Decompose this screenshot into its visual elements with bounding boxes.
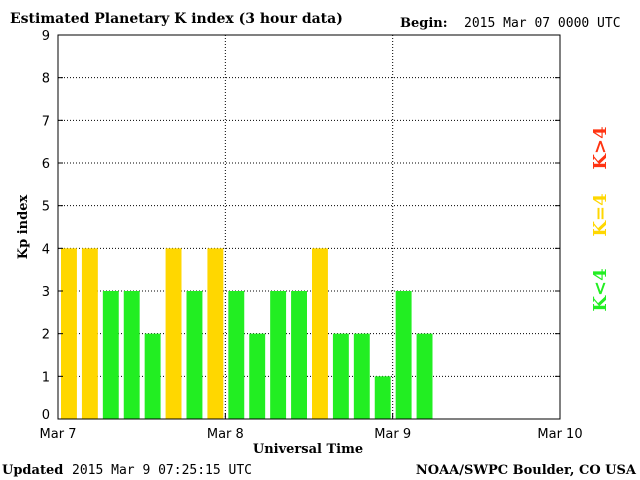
grid <box>58 35 560 419</box>
y-tick-label: 6 <box>42 157 50 172</box>
y-axis: 0 1 2 3 4 5 6 7 8 9 <box>42 29 560 423</box>
begin-value: 2015 Mar 07 0000 UTC <box>464 16 621 31</box>
kp-bar <box>312 248 328 419</box>
kp-bar <box>207 248 224 419</box>
kp-bar <box>353 333 370 419</box>
updated-label: Updated <box>2 463 63 478</box>
plot-frame <box>57 34 561 420</box>
updated-value: 2015 Mar 9 07:25:15 UTC <box>72 463 252 478</box>
y-axis-label: Kp index <box>16 195 31 260</box>
x-axis: Mar 7 Mar 8 Mar 9 Mar 10 <box>40 413 583 442</box>
legend-below-4: K<4 <box>590 268 611 311</box>
y-tick-label: 4 <box>42 242 50 257</box>
y-tick-label: 8 <box>42 72 50 87</box>
kp-bar <box>144 333 161 419</box>
y-tick-label: 7 <box>42 114 50 129</box>
y-tick-label: 1 <box>42 370 50 385</box>
kp-bar <box>249 333 266 419</box>
begin-label: Begin: <box>400 16 448 31</box>
kp-bar <box>123 291 140 419</box>
kp-bar <box>228 291 245 419</box>
kp-bar <box>186 291 203 419</box>
x-tick-label: Mar 10 <box>537 427 582 442</box>
kp-bar <box>102 291 119 419</box>
kp-bar <box>374 376 391 419</box>
legend-above-4: K>4 <box>590 126 611 169</box>
kp-bar <box>81 248 98 419</box>
kp-bar <box>165 248 182 419</box>
kp-bar <box>395 291 412 419</box>
legend-equal-4: K=4 <box>590 193 611 236</box>
bars <box>61 248 433 419</box>
x-tick-label: Mar 9 <box>374 427 411 442</box>
y-tick-label: 5 <box>42 200 50 215</box>
y-tick-label: 2 <box>42 328 50 343</box>
x-tick-label: Mar 7 <box>40 427 77 442</box>
chart-title: Estimated Planetary K index (3 hour data… <box>10 11 343 27</box>
kp-bar <box>270 291 287 419</box>
kp-bar <box>416 333 433 419</box>
credit-text: NOAA/SWPC Boulder, CO USA <box>416 463 637 478</box>
kp-bar <box>291 291 307 419</box>
kp-bar <box>332 333 349 419</box>
x-tick-label: Mar 8 <box>207 427 244 442</box>
kp-bar <box>61 248 77 419</box>
x-axis-label: Universal Time <box>253 442 363 457</box>
y-tick-label: 0 <box>42 408 50 423</box>
y-tick-label: 9 <box>42 29 50 44</box>
y-tick-label: 3 <box>42 285 50 300</box>
